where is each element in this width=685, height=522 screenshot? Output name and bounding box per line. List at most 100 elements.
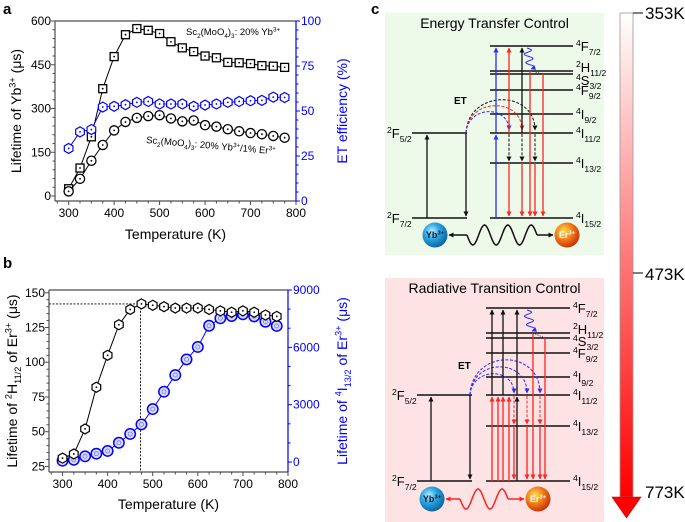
yb-ion-label: Yb3+ (426, 230, 445, 240)
superscript: 4 (576, 72, 581, 82)
data-point (245, 127, 256, 139)
marker-center-dot (151, 304, 154, 307)
text-run: I (581, 126, 585, 141)
text-run: S (581, 73, 590, 88)
marker-center-dot (61, 457, 64, 460)
text-run: I (578, 474, 582, 489)
text-run: ET efficiency (%) (334, 58, 350, 163)
superscript: 3+ (568, 231, 575, 237)
superscript: 3+ (4, 323, 14, 333)
nonradiative-relaxation-wave (523, 47, 537, 70)
text-run: Lifetime of (4, 399, 20, 467)
marker-center-dot (124, 121, 127, 123)
phonon-wave (459, 488, 509, 510)
x-tick-label: 600 (188, 477, 208, 491)
marker-center-dot (135, 27, 138, 30)
subscript: 3/2 (589, 81, 601, 91)
data-point (177, 98, 188, 110)
marker-center-dot (158, 103, 161, 105)
text-run: I (581, 156, 585, 171)
y-left-tick-label: 100 (25, 355, 45, 369)
marker-circle-inner (274, 323, 280, 329)
marker-circle-inner (150, 406, 156, 412)
y-left-tick-label: 50 (32, 425, 46, 439)
superscript: 4 (573, 345, 578, 355)
data-point (159, 300, 169, 313)
marker-center-dot (79, 167, 81, 169)
data-point (257, 60, 267, 71)
marker-center-dot (242, 309, 244, 312)
x-tick-label: 500 (150, 206, 170, 220)
temperature-gradient-bar (619, 12, 634, 498)
marker-circle-outer (158, 385, 170, 398)
y-left-tick-label: 0 (44, 189, 51, 203)
y-left-tick-label: 600 (31, 14, 51, 28)
yb-ion: Yb3+ (422, 222, 448, 248)
text-run: S (578, 334, 587, 349)
panel-label-b: b (3, 255, 12, 272)
data-point (109, 100, 120, 113)
text-run: (MoO (201, 27, 225, 38)
data-point (91, 381, 102, 393)
data-point (166, 37, 176, 47)
marker-center-dot (283, 96, 286, 99)
superscript: 2 (573, 321, 578, 331)
er-level-label: 2H11/2 (573, 321, 603, 340)
marker-center-dot (181, 103, 184, 105)
data-point (80, 423, 91, 435)
marker-center-dot (67, 190, 70, 193)
marker-center-dot (84, 428, 86, 430)
y-right-tick-label: 9000 (293, 283, 320, 297)
subscript: 13/2 (581, 427, 598, 437)
superscript: 2 (4, 394, 14, 399)
y-right-tick-label: 25 (301, 149, 315, 163)
marker-center-dot (79, 130, 81, 133)
marker-center-dot (192, 105, 195, 108)
text-run: /1% Er (240, 143, 269, 156)
data-point (109, 51, 119, 62)
marker-center-dot (95, 386, 98, 389)
x-tick-label: 400 (104, 206, 124, 220)
subscript: 11/2 (13, 367, 23, 384)
yb-level-label: 2F7/2 (387, 210, 412, 229)
text-run: Sc (186, 27, 197, 38)
yb-ion-label: Yb3+ (423, 494, 442, 504)
er-level-label: 4I13/2 (573, 418, 598, 437)
subscript: 11/2 (590, 68, 606, 78)
marker-center-dot (215, 125, 218, 128)
er-level-label: 4S3/2 (576, 72, 602, 91)
data-point (215, 305, 226, 317)
subscript: 7/2 (589, 47, 601, 57)
data-point (158, 385, 170, 398)
y-left-axis-title: Lifetime of Yb3+ (μs) (8, 49, 24, 173)
et-label: ET (454, 96, 467, 107)
yb-ion-sphere (422, 222, 448, 248)
data-point (200, 99, 210, 111)
data-point (279, 91, 290, 104)
text-run: (μs) (8, 49, 24, 77)
marker-circle-inner (105, 448, 111, 454)
data-point (86, 155, 97, 166)
yb-level-label: 2F5/2 (392, 387, 417, 406)
marker-center-dot (196, 307, 199, 309)
superscript: 4 (573, 369, 578, 379)
subscript: 5/2 (405, 396, 417, 406)
text-run: Lifetime of Yb (8, 88, 24, 174)
data-point (75, 163, 85, 173)
er-level-label: 4F9/2 (573, 345, 598, 364)
marker-center-dot (275, 315, 278, 318)
marker-circle-inner (116, 440, 122, 446)
er-level-label: 4F9/2 (576, 82, 601, 101)
data-point (268, 91, 279, 103)
data-point (177, 116, 188, 127)
marker-center-dot (238, 100, 241, 103)
energy-transfer-arc (469, 373, 517, 396)
subscript: 5/2 (400, 134, 412, 144)
y-right-tick-label: 0 (301, 194, 308, 208)
marker-center-dot (170, 103, 172, 105)
er-level-label: 4F7/2 (576, 38, 601, 57)
superscript: 2 (387, 210, 392, 220)
temperature-label-773: 773K (645, 483, 685, 502)
superscript: 4 (576, 38, 581, 48)
